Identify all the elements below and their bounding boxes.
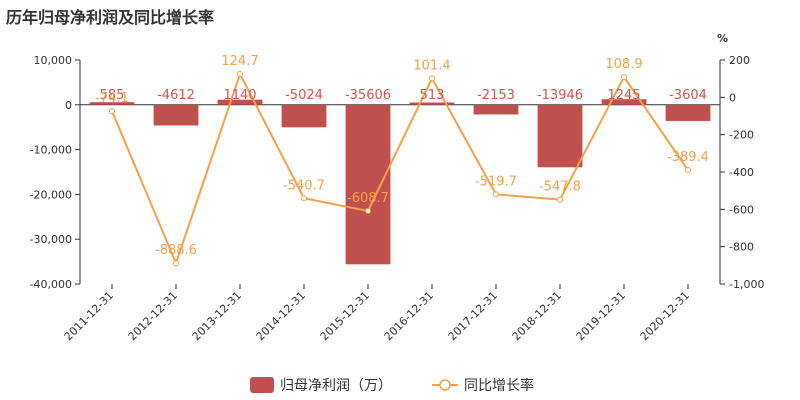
line-value-label: -547.8 [539,180,581,195]
x-tick-label: 2011-12-31 [62,289,116,343]
bar-value-label: -13946 [537,88,583,103]
line-point [109,108,115,115]
y-left-tick-label: -20,000 [30,188,72,201]
growth-line [111,71,689,267]
x-tick-label: 2017-12-31 [446,289,500,343]
line-value-label: -608.7 [347,191,389,206]
line-point [237,71,243,78]
bar-value-label: 1140 [223,88,256,103]
bar-value-label: 1245 [607,88,640,103]
line-point [621,74,627,81]
y-right-tick-label: -400 [729,166,754,179]
x-tick-label: 2013-12-31 [190,289,244,343]
y-left-tick-label: -30,000 [30,233,72,246]
line-point [557,196,563,203]
bar [89,102,135,105]
line-value-label: 101.4 [413,58,450,73]
line-point [685,167,691,174]
bar [345,104,391,265]
axes: 10,000 0 -10,000 -20,000 -30,000 -40,000 200 0 -… [30,32,765,343]
y-right-tick-label: 0 [729,91,736,104]
line-value-label: 124.7 [221,54,258,69]
bar [409,102,455,105]
line-point [493,191,499,198]
legend-line-marker [439,379,451,391]
y-right-tick-label: 200 [729,54,750,67]
line-point [173,260,179,267]
line-series [109,71,691,267]
line-value-label: 108.9 [605,57,642,72]
x-tick-label: 2014-12-31 [254,289,308,343]
y-right-unit: % [717,32,728,45]
bar-value-label: -5024 [285,88,323,103]
bar [281,104,327,128]
y-left-tick-label: -10,000 [30,144,72,157]
line-value-label: -888.6 [155,243,197,258]
legend: 归母净利润（万） 同比增长率 [250,377,534,394]
line-value-label: -540.7 [283,178,325,193]
x-tick-label: 2012-12-31 [126,289,180,343]
x-tick-label: 2016-12-31 [382,289,436,343]
bar-value-label: -2153 [477,88,515,103]
y-left-tick-label: -40,000 [30,278,72,291]
bar-series [89,99,711,265]
x-tick-label: 2015-12-31 [318,289,372,343]
legend-line-label: 同比增长率 [464,377,534,394]
chart-title: 历年归母净利润及同比增长率 [6,8,215,27]
y-right-tick-label: -1,000 [729,278,764,291]
bar [217,99,263,105]
x-tick-label: 2018-12-31 [510,289,564,343]
line-value-label: -519.7 [475,174,517,189]
bar [665,104,711,121]
bar-value-label: 513 [420,88,445,103]
y-right-tick-label: -600 [729,203,754,216]
bar-value-label: -4612 [157,88,195,103]
y-left-tick-label: 0 [65,99,72,112]
y-left-tick-label: 10,000 [34,54,73,67]
line-value-label: -389.4 [667,150,709,165]
line-value-label: -74.1 [95,91,129,106]
line-point [365,207,371,214]
data-labels: 585 -4612 1140 -5024 -35606 513 -2153 -13946 124… [95,54,709,258]
y-right-tick-label: -200 [729,129,754,142]
bar [601,99,647,105]
bar [537,104,583,168]
bar-value-label: -35606 [345,88,391,103]
line-point [429,75,435,82]
y-right-tick-label: -800 [729,241,754,254]
line-point [301,195,307,202]
x-tick-label: 2020-12-31 [638,289,692,343]
bar [473,104,519,115]
legend-bar-swatch [250,377,274,393]
x-tick-label: 2019-12-31 [574,289,628,343]
legend-bar-label: 归母净利润（万） [280,377,392,394]
bar-value-label: 585 [100,88,125,103]
bar-value-label: -3604 [669,88,707,103]
bar [153,104,199,126]
